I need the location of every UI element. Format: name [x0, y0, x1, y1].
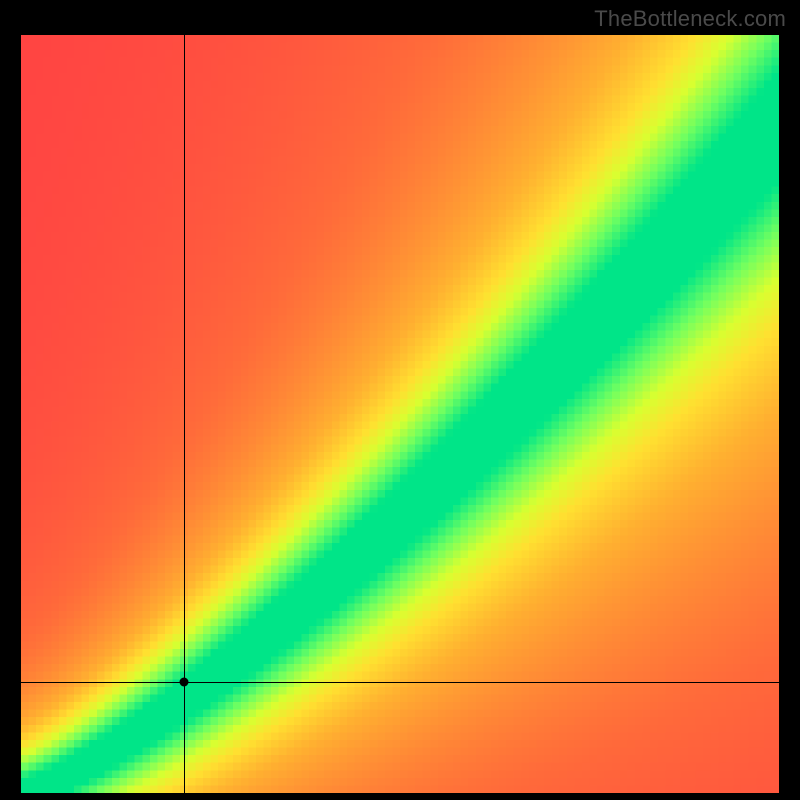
watermark-text: TheBottleneck.com — [594, 6, 786, 32]
heatmap-plot — [21, 35, 779, 793]
crosshair-marker-dot — [179, 678, 188, 687]
crosshair-horizontal-line — [21, 682, 779, 683]
heatmap-canvas — [21, 35, 779, 793]
